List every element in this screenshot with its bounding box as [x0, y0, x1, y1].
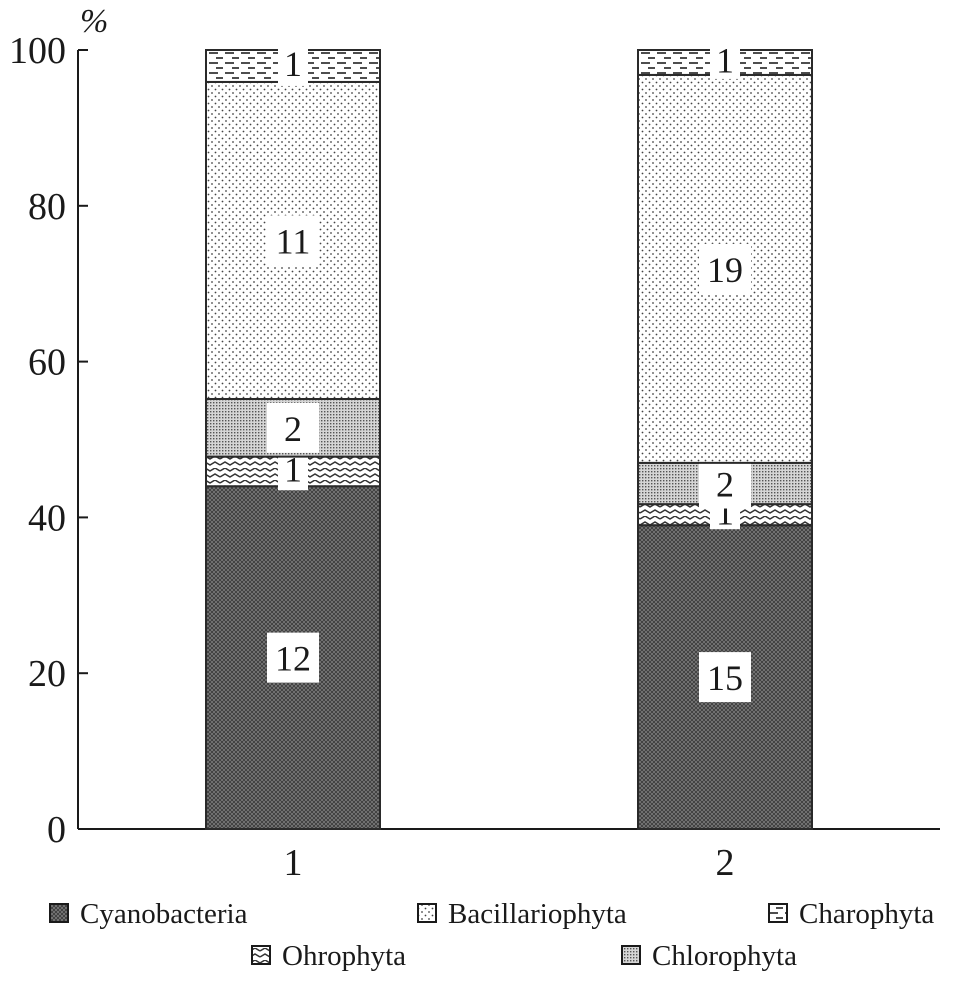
segment-label-bg — [710, 46, 740, 79]
y-tick-label: 60 — [28, 342, 66, 384]
legend-item-chlorophyta: Chlorophyta — [621, 940, 797, 972]
legend-item-charophyta: Charophyta — [768, 898, 934, 930]
segment-label-bg — [267, 215, 319, 266]
legend-swatch — [49, 903, 69, 923]
y-tick-label: 100 — [9, 30, 66, 72]
segment-label-cyanobacteria: 12 — [275, 639, 311, 679]
legend-label: Cyanobacteria — [80, 898, 248, 930]
y-ticks: 0 20 40 60 80 100 — [9, 30, 88, 851]
x-tick-label: 2 — [716, 842, 735, 884]
x-tick-label: 1 — [284, 842, 303, 884]
y-axis-unit-label: % — [80, 3, 108, 40]
legend-label: Chlorophyta — [652, 940, 797, 972]
legend-label: Ohrophyta — [282, 940, 406, 972]
y-tick-label: 20 — [28, 653, 66, 695]
legend-item-bacillariophyta: Bacillariophyta — [417, 898, 627, 930]
segment-label-bg — [699, 458, 751, 509]
segment-label-chlorophyta: 2 — [284, 409, 302, 449]
legend-item-ohrophyta: Ohrophyta — [251, 940, 406, 972]
legend-swatch — [251, 945, 271, 965]
segment-label-charophyta: 1 — [284, 44, 302, 84]
segment-label-bg — [267, 632, 319, 683]
segment-label-bacillariophyta: 11 — [276, 221, 311, 261]
segment-label-bg — [699, 243, 751, 294]
segment-label-bacillariophyta: 19 — [707, 250, 743, 290]
y-tick-label: 0 — [47, 809, 66, 851]
legend-item-cyanobacteria: Cyanobacteria — [49, 898, 248, 930]
legend-swatch — [417, 903, 437, 923]
legend-label: Charophyta — [799, 898, 934, 930]
segment-label-ohrophyta: 1 — [284, 449, 302, 489]
segment-label-cyanobacteria: 15 — [707, 658, 743, 698]
segment-label-charophyta: 1 — [716, 40, 734, 80]
segment-label-bg — [267, 402, 319, 453]
segment-label-bg — [278, 452, 308, 491]
legend-swatch — [621, 945, 641, 965]
segment-label-chlorophyta: 2 — [716, 465, 734, 505]
legend-swatch — [768, 903, 788, 923]
segment-label-bg — [699, 652, 751, 703]
legend: Cyanobacteria Bacillariophyta Charophyta Oh… — [49, 898, 934, 972]
legend-label: Bacillariophyta — [448, 898, 627, 930]
y-tick-label: 40 — [28, 497, 66, 539]
segment-label-bg — [278, 46, 308, 86]
y-tick-label: 80 — [28, 186, 66, 228]
